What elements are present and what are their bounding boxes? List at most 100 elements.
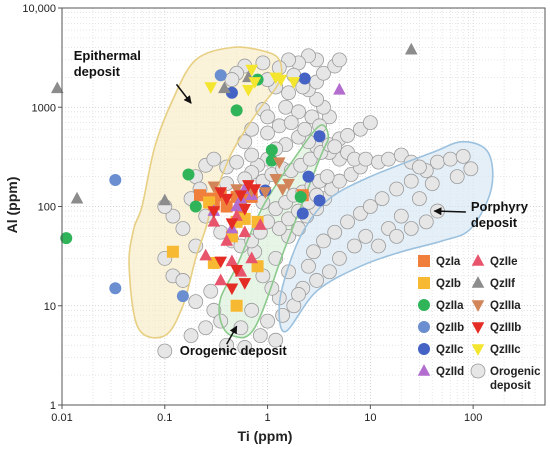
point-qziif — [70, 191, 84, 204]
point-orogenic-deposit — [244, 302, 260, 318]
point-qziic — [296, 207, 309, 220]
annotation-label: Orogenic deposit — [180, 343, 288, 358]
legend-marker-qziiib — [471, 322, 485, 334]
point-orogenic-deposit — [362, 199, 378, 214]
y-tick-label: 1000 — [32, 102, 56, 114]
point-qziid — [230, 199, 243, 212]
point-orogenic-deposit — [362, 115, 378, 131]
point-orogenic-deposit — [283, 115, 299, 131]
point-qziiib — [214, 187, 228, 199]
point-qziiib — [234, 190, 248, 203]
point-orogenic-deposit — [157, 343, 173, 359]
x-axis-title: Ti (ppm) — [238, 428, 293, 444]
point-orogenic-deposit — [297, 121, 313, 137]
point-qzia — [193, 189, 206, 202]
annotation-label: Porphyry deposit — [471, 199, 529, 230]
x-tick-label: 10 — [364, 412, 376, 424]
point-orogenic-deposit — [309, 91, 325, 107]
point-qziiib — [225, 218, 239, 231]
point-orogenic-deposit — [358, 151, 374, 167]
legend-label-qziiic: QzIIIc — [490, 344, 521, 356]
legend-marker-qziiic — [471, 344, 485, 356]
point-qziiib — [225, 283, 239, 296]
point-qziic — [313, 194, 326, 207]
point-orogenic-deposit — [316, 233, 331, 249]
point-orogenic-deposit — [403, 173, 419, 189]
point-qziie — [245, 251, 258, 264]
legend-label-line: QzIIe — [490, 256, 517, 268]
legend-label-qziie: QzIIe — [490, 256, 517, 268]
data-points — [50, 42, 494, 359]
point-qziiib — [230, 265, 243, 277]
point-orogenic-deposit — [206, 302, 222, 318]
point-qziiic — [245, 64, 258, 77]
point-orogenic-deposit — [244, 147, 260, 163]
point-qziiib — [238, 278, 252, 290]
point-orogenic-deposit — [309, 273, 325, 288]
point-orogenic-deposit — [275, 307, 290, 323]
point-orogenic-deposit — [371, 238, 386, 254]
point-qziiia — [230, 184, 243, 196]
legend-label-line: QzIIa — [436, 300, 464, 312]
legend-marker-qziif — [471, 276, 485, 288]
point-orogenic-deposit — [281, 85, 296, 101]
point-orogenic-deposit — [278, 99, 294, 115]
point-orogenic-deposit — [340, 128, 355, 143]
x-tick-label: 0.1 — [157, 412, 172, 424]
legend-marker-qziib — [418, 321, 430, 333]
point-orogenic-deposit — [268, 332, 284, 348]
x-tick-label: 1 — [265, 412, 271, 424]
point-qziiia — [276, 184, 289, 196]
point-orogenic-deposit — [260, 313, 275, 329]
legend-marker-qziia — [418, 299, 430, 311]
point-qziia — [230, 104, 243, 117]
point-orogenic-deposit — [412, 191, 427, 207]
point-orogenic-deposit — [418, 214, 434, 230]
point-qziia — [294, 190, 307, 203]
point-qzib — [230, 299, 243, 312]
point-qziic — [298, 72, 311, 85]
point-qziia — [265, 144, 278, 157]
legend-label-qzia: QzIa — [436, 256, 461, 268]
point-orogenic-deposit — [449, 169, 465, 185]
region-porphyry-deposit — [279, 141, 493, 332]
point-qziia — [60, 232, 73, 245]
legend-label-line: QzIIIa — [490, 300, 521, 312]
legend-label-line: QzIIIc — [490, 344, 521, 356]
point-orogenic-deposit — [260, 109, 275, 125]
point-qziiib — [238, 203, 252, 216]
point-orogenic-deposit — [219, 337, 235, 353]
point-qziif — [158, 193, 172, 206]
point-orogenic-deposit — [340, 214, 355, 230]
point-orogenic-deposit — [332, 250, 347, 266]
point-orogenic-deposit — [229, 154, 245, 170]
point-orogenic-deposit — [260, 125, 275, 141]
point-orogenic-deposit — [198, 320, 214, 336]
annotation-line: deposit — [74, 64, 121, 79]
point-orogenic-deposit — [316, 65, 331, 81]
point-qziib — [214, 69, 227, 82]
point-orogenic-deposit — [237, 134, 253, 150]
point-orogenic-deposit — [424, 176, 440, 192]
legend: QzIa QzIb QzIIa QzIIb QzIIc QzIId QzIIe QzIIf Qz… — [417, 254, 541, 392]
point-orogenic-deposit — [175, 221, 191, 236]
point-orogenic-deposit — [442, 151, 458, 167]
point-orogenic-deposit — [322, 264, 337, 280]
legend-marker-qziiia — [471, 300, 485, 312]
y-tick-label: 10,000 — [22, 3, 56, 15]
annotation-line: Orogenic deposit — [180, 343, 288, 358]
x-tick-label: 100 — [464, 412, 482, 424]
point-orogenic-deposit — [301, 258, 316, 274]
point-qziib — [176, 290, 189, 303]
point-orogenic-deposit — [165, 208, 181, 224]
point-qziiib — [214, 256, 228, 269]
region-outline-porphyry-deposit — [278, 140, 494, 333]
point-qziie — [214, 273, 228, 286]
legend-label-qziia: QzIIa — [436, 300, 464, 312]
point-qziie — [254, 218, 267, 230]
point-orogenic-deposit — [302, 151, 318, 167]
annotation-line: Epithermal — [74, 48, 141, 63]
legend-label-qzib: QzIb — [436, 278, 461, 290]
point-orogenic-deposit — [255, 55, 271, 71]
region-outline-epithermal-deposit — [128, 46, 283, 339]
